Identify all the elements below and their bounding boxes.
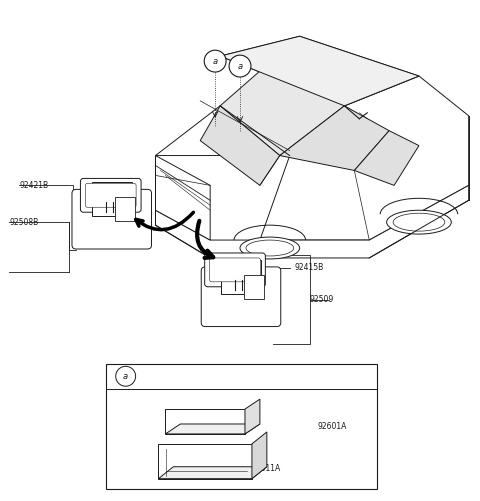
Circle shape — [116, 366, 136, 386]
FancyBboxPatch shape — [244, 275, 264, 299]
Polygon shape — [156, 106, 344, 155]
FancyBboxPatch shape — [92, 182, 132, 216]
Polygon shape — [166, 409, 245, 434]
Polygon shape — [166, 424, 260, 434]
Text: 92611A: 92611A — [252, 464, 281, 473]
Polygon shape — [260, 76, 468, 240]
Text: a: a — [213, 57, 218, 66]
Polygon shape — [158, 444, 252, 478]
Polygon shape — [220, 36, 419, 106]
Circle shape — [204, 50, 226, 72]
FancyBboxPatch shape — [81, 178, 141, 212]
Ellipse shape — [387, 210, 451, 234]
Polygon shape — [245, 399, 260, 434]
Polygon shape — [220, 36, 419, 106]
Text: a: a — [123, 372, 128, 381]
Polygon shape — [280, 106, 389, 170]
Text: 92508B: 92508B — [9, 217, 38, 226]
Polygon shape — [156, 185, 468, 258]
Polygon shape — [220, 36, 344, 155]
Text: 92601A: 92601A — [318, 422, 347, 431]
Text: 92509: 92509 — [310, 295, 334, 304]
FancyBboxPatch shape — [85, 183, 136, 207]
FancyBboxPatch shape — [221, 260, 261, 294]
FancyBboxPatch shape — [201, 267, 281, 327]
Ellipse shape — [240, 237, 300, 259]
Polygon shape — [158, 467, 267, 478]
Text: 92415B: 92415B — [295, 264, 324, 273]
Text: 92421B: 92421B — [19, 181, 48, 190]
Polygon shape — [354, 131, 419, 185]
FancyBboxPatch shape — [210, 258, 260, 282]
Polygon shape — [156, 155, 210, 240]
Polygon shape — [200, 106, 280, 185]
Circle shape — [229, 55, 251, 77]
FancyBboxPatch shape — [204, 253, 265, 287]
Text: a: a — [238, 62, 242, 71]
Polygon shape — [252, 432, 267, 478]
FancyBboxPatch shape — [72, 189, 152, 249]
FancyArrowPatch shape — [136, 212, 193, 230]
Polygon shape — [106, 364, 377, 488]
FancyBboxPatch shape — [115, 197, 134, 221]
FancyArrowPatch shape — [197, 221, 213, 258]
